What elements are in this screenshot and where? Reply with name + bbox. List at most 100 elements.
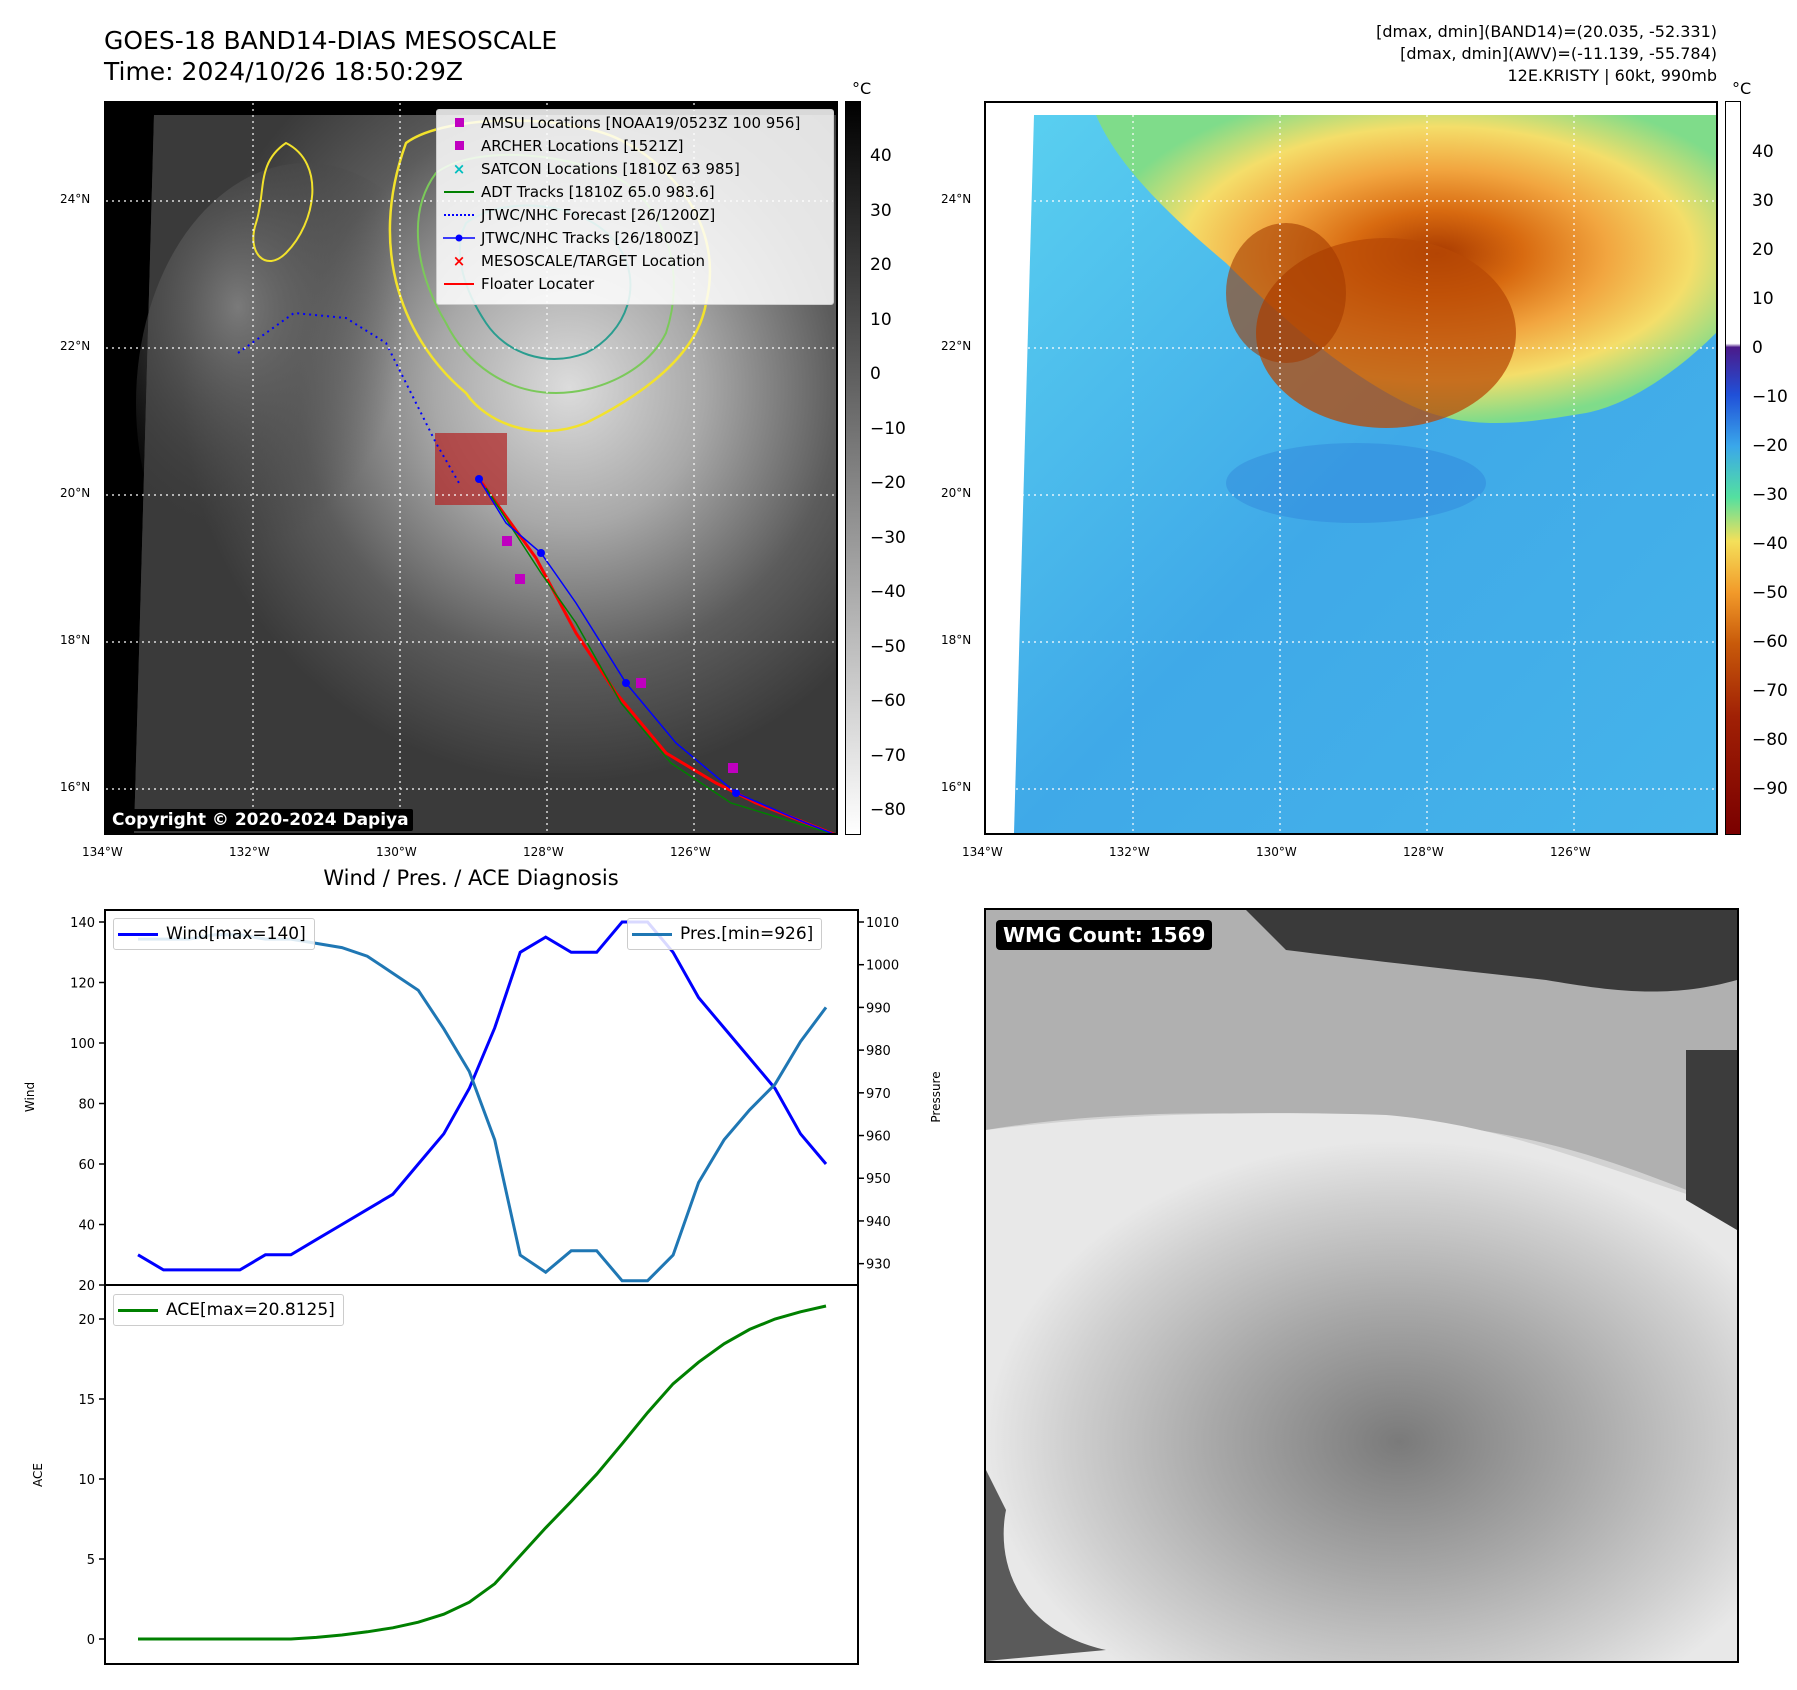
- ace-legend: ACE[max=20.8125]: [113, 1294, 344, 1326]
- colorbar-tick-label: 30: [870, 200, 892, 221]
- colorbar-tick-label: 30: [1752, 191, 1774, 211]
- legend-item-adt: ADT Tracks [1810Z 65.0 983.6]: [437, 180, 833, 203]
- lon-label: 126°W: [1550, 845, 1591, 859]
- axis-tick-label: 20: [78, 1313, 95, 1328]
- colorbar-tick-label: −30: [1752, 485, 1788, 505]
- colorbar-unit: °C: [852, 79, 872, 98]
- lon-label: 126°W: [670, 845, 711, 859]
- colorbar-tick-label: −10: [1752, 387, 1788, 407]
- colorbar-tick-label: −50: [870, 636, 906, 657]
- x-marker-icon: ×: [452, 251, 466, 270]
- axis-tick-label: 930: [866, 1258, 891, 1273]
- colorbar-tick-label: 0: [870, 364, 881, 384]
- axis-tick-label: 1000: [866, 959, 899, 974]
- colorbar-tick-label: 20: [870, 255, 892, 275]
- lat-label: 18°N: [941, 633, 972, 647]
- figure-time: Time: 2024/10/26 18:50:29Z: [104, 57, 463, 86]
- colorbar-tick-label: −90: [1752, 779, 1788, 799]
- axis-tick-label: 20: [78, 1279, 95, 1294]
- colorbar-tick-label: −40: [1752, 534, 1788, 554]
- legend-item-floater: Floater Locater: [437, 272, 833, 295]
- axis-tick-label: 80: [78, 1098, 95, 1113]
- legend-label-tracks: JTWC/NHC Tracks [26/1800Z]: [481, 228, 699, 247]
- axis-tick-label: 120: [70, 977, 95, 992]
- colorbar-tick-label: 40: [870, 146, 892, 166]
- axis-tick-label: 970: [866, 1087, 891, 1102]
- axis-tick-label: 950: [866, 1172, 891, 1187]
- colorbar-tick-label: 20: [1752, 240, 1774, 260]
- wmg-count-badge: WMG Count: 1569: [996, 920, 1213, 950]
- colorbar-tick-label: −80: [870, 800, 906, 820]
- wind-axis-label: Wind: [23, 1082, 37, 1112]
- colorbar-tick-label: −70: [870, 745, 906, 766]
- lat-label: 20°N: [60, 486, 91, 500]
- legend-item-amsu: AMSU Locations [NOAA19/0523Z 100 956]: [437, 111, 833, 134]
- wind-legend: Wind[max=140]: [113, 918, 315, 950]
- colorbar-tick-label: −60: [870, 691, 906, 711]
- wmg-panel: WMG Count: 1569: [984, 908, 1739, 1663]
- lat-label: 18°N: [60, 633, 91, 647]
- wind-legend-label: Wind[max=140]: [166, 924, 306, 944]
- colorbar-tick-label: −10: [870, 418, 906, 439]
- axis-tick-label: 40: [78, 1219, 95, 1234]
- lat-label: 16°N: [941, 780, 972, 794]
- lon-label: 132°W: [229, 845, 270, 859]
- wind-series-line: [137, 920, 828, 1272]
- colorbar-tick-label: −30: [870, 527, 906, 548]
- axis-tick-label: 5: [87, 1553, 95, 1568]
- lon-label: 134°W: [82, 845, 123, 859]
- lon-label: 132°W: [1109, 845, 1150, 859]
- wind-legend-swatch: [118, 932, 158, 936]
- axis-tick-label: 100: [70, 1037, 95, 1052]
- axis-tick-label: 990: [866, 1001, 891, 1016]
- dot-line-icon: [437, 233, 481, 243]
- pressure-legend: Pres.[min=926]: [627, 918, 823, 950]
- map-legend: AMSU Locations [NOAA19/0523Z 100 956] AR…: [436, 109, 834, 305]
- legend-item-archer: ARCHER Locations [1521Z]: [437, 134, 833, 157]
- dotted-line-icon: [437, 213, 481, 216]
- colorbar-tick-label: −80: [1752, 730, 1788, 750]
- lat-label: 24°N: [941, 192, 972, 206]
- legend-label-mesoscale: MESOSCALE/TARGET Location: [481, 251, 706, 270]
- colorbar-tick-label: −40: [870, 582, 906, 602]
- pressure-axis-label: Pressure: [929, 1071, 943, 1122]
- square-marker-icon: [437, 141, 481, 150]
- axis-tick-label: 1010: [866, 916, 899, 931]
- lat-label: 22°N: [60, 339, 91, 353]
- legend-label-satcon: SATCON Locations [1810Z 63 985]: [481, 159, 740, 178]
- ace-legend-label: ACE[max=20.8125]: [166, 1300, 335, 1320]
- x-marker-icon: ×: [452, 159, 466, 178]
- diagnosis-title: Wind / Pres. / ACE Diagnosis: [323, 866, 619, 890]
- legend-label-floater: Floater Locater: [481, 274, 595, 293]
- lat-label: 22°N: [941, 339, 972, 353]
- colorbar-tick-label: −20: [1752, 436, 1788, 456]
- axis-tick-label: 960: [866, 1130, 891, 1145]
- line-marker-icon: [437, 190, 481, 193]
- axis-tick-label: 0: [87, 1633, 95, 1648]
- colorbar-tick-label: −20: [870, 473, 906, 493]
- grayscale-map-panel: AMSU Locations [NOAA19/0523Z 100 956] AR…: [104, 101, 838, 835]
- legend-item-mesoscale: × MESOSCALE/TARGET Location: [437, 249, 833, 272]
- wmg-image: [986, 910, 1737, 1661]
- legend-label-amsu: AMSU Locations [NOAA19/0523Z 100 956]: [481, 113, 801, 132]
- axis-tick-label: 15: [78, 1393, 95, 1408]
- ace-frame: [104, 1284, 859, 1665]
- lat-label: 16°N: [60, 780, 91, 794]
- pressure-legend-swatch: [632, 932, 672, 936]
- legend-item-satcon: × SATCON Locations [1810Z 63 985]: [437, 157, 833, 180]
- dmax-band14: [dmax, dmin](BAND14)=(20.035, -52.331): [1376, 22, 1717, 41]
- legend-label-forecast: JTWC/NHC Forecast [26/1200Z]: [481, 205, 716, 224]
- colorbar-tick-label: 10: [870, 309, 892, 330]
- color-map-panel: [984, 101, 1718, 835]
- pressure-series-line: [138, 933, 828, 1283]
- lat-label: 24°N: [60, 192, 91, 206]
- lon-label: 134°W: [962, 845, 1003, 859]
- legend-item-forecast: JTWC/NHC Forecast [26/1200Z]: [437, 203, 833, 226]
- axis-tick-label: 60: [78, 1158, 95, 1173]
- legend-label-adt: ADT Tracks [1810Z 65.0 983.6]: [481, 182, 715, 201]
- color-map-image: [986, 103, 1716, 833]
- wind-pressure-frame: [104, 909, 859, 1286]
- legend-item-tracks: JTWC/NHC Tracks [26/1800Z]: [437, 226, 833, 249]
- axis-tick-label: 940: [866, 1215, 891, 1230]
- storm-info: 12E.KRISTY | 60kt, 990mb: [1507, 66, 1718, 85]
